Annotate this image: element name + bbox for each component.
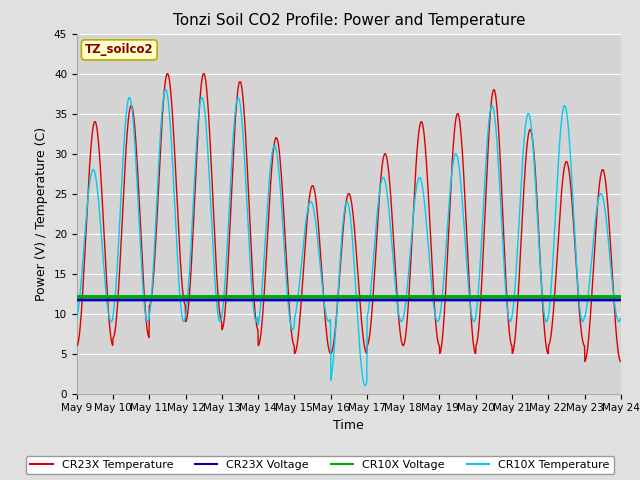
Legend: CR23X Temperature, CR23X Voltage, CR10X Voltage, CR10X Temperature: CR23X Temperature, CR23X Voltage, CR10X … [26, 456, 614, 474]
X-axis label: Time: Time [333, 419, 364, 432]
Text: TZ_soilco2: TZ_soilco2 [85, 43, 154, 56]
Y-axis label: Power (V) / Temperature (C): Power (V) / Temperature (C) [35, 127, 48, 300]
Title: Tonzi Soil CO2 Profile: Power and Temperature: Tonzi Soil CO2 Profile: Power and Temper… [173, 13, 525, 28]
